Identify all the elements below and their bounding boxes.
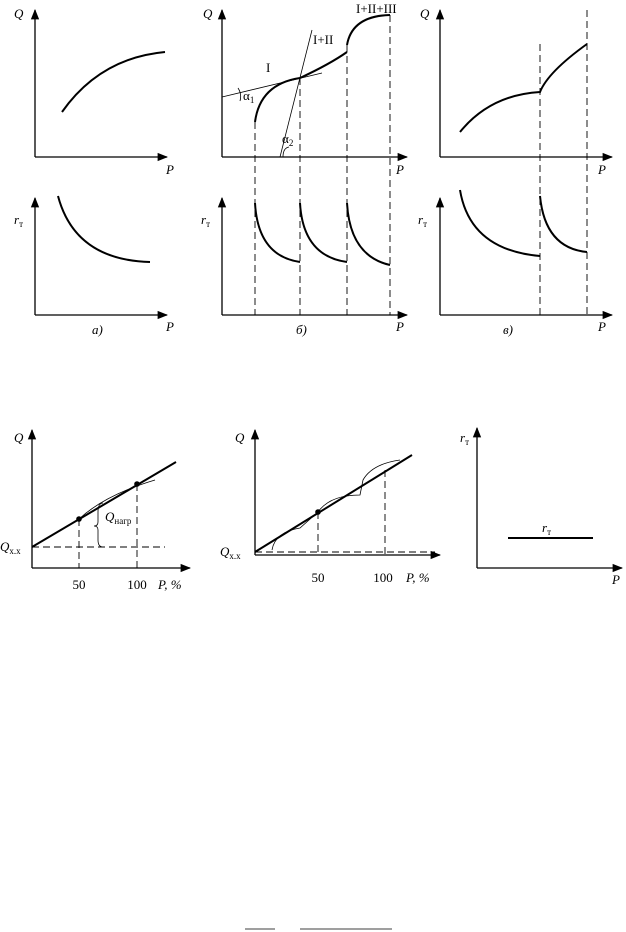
line [31,461,177,548]
line [254,454,413,553]
axis-label: Q [420,6,430,21]
subscript: х.х [9,546,21,556]
axis-label: rт [14,212,23,229]
figure-d: Q P, % 50 100 Qх.х Qнагр [0,428,192,592]
tick-label: 50 [73,577,86,592]
curve [57,195,151,263]
axis-label: P [395,319,404,334]
figure-e: Q P, % 50 100 Qх.х [220,428,442,585]
curve-label: I+II [313,32,333,47]
symbol: Q [220,544,230,559]
caption: а) [92,322,103,337]
dashed-line [32,484,165,568]
curve-label: I+II+III [356,1,397,16]
point [134,481,140,487]
subscript: т [547,527,551,537]
subscript: 1 [250,95,255,105]
load-label: Qнагр [105,509,132,526]
subscript: нагр [114,516,132,526]
axis-label: Q [14,430,24,445]
angle-label: α2 [282,131,293,148]
axis-label: P [165,162,174,177]
axis-label: P [165,319,174,334]
curve-label: I [266,60,270,75]
subscript: т [423,219,427,229]
figure-c: Q P P rт в) [418,6,614,337]
tangent [221,29,323,158]
dashed-line [254,15,391,315]
curve [271,459,401,551]
subscript: т [19,219,23,229]
subscript: х.х [229,551,241,561]
curve [459,189,588,257]
intercept-label: Qх.х [0,539,21,556]
subscript: т [206,219,210,229]
axis-label: rт [418,212,427,229]
symbol: r [460,430,466,445]
symbol: α [243,88,250,103]
curve [254,202,391,266]
subscript: т [465,437,469,447]
axis-label: P, % [405,570,430,585]
axis-label: P [597,319,606,334]
figure-f: rт P rт [460,426,624,587]
axis-label: P [395,162,404,177]
symbol: Q [105,509,115,524]
axis-label: Q [14,6,24,21]
point [76,516,82,522]
tick-label: 100 [127,577,147,592]
figure-b: Q P P rт I I+II I+II+III α1 α2 б) [201,1,409,337]
symbol: r [201,212,207,227]
symbol: r [542,520,548,535]
symbol: r [14,212,20,227]
symbol: Q [0,539,10,554]
caption: б) [296,322,307,337]
tick-label: 100 [373,570,393,585]
angle-arc [237,87,290,158]
symbol: r [418,212,424,227]
dashed-line [255,470,435,555]
line-label: rт [542,520,551,537]
tick-label: 50 [312,570,325,585]
brace [93,502,104,548]
intercept-label: Qх.х [220,544,241,561]
figure-a: Q P P rт а) [14,6,174,337]
axis-label: rт [201,212,210,229]
subscript: 2 [289,138,294,148]
dashed-line [539,10,588,315]
axis-label: P [611,572,620,587]
axis-label: Q [203,6,213,21]
curve [459,43,588,133]
axis-label: Q [235,430,245,445]
axis-label: rт [460,430,469,447]
point [315,509,321,515]
symbol: α [282,131,289,146]
axis-label: P [597,162,606,177]
angle-label: α1 [243,88,254,105]
curve [61,51,166,113]
curve [78,479,156,520]
caption: в) [503,322,513,337]
axis-label: P, % [157,577,182,592]
